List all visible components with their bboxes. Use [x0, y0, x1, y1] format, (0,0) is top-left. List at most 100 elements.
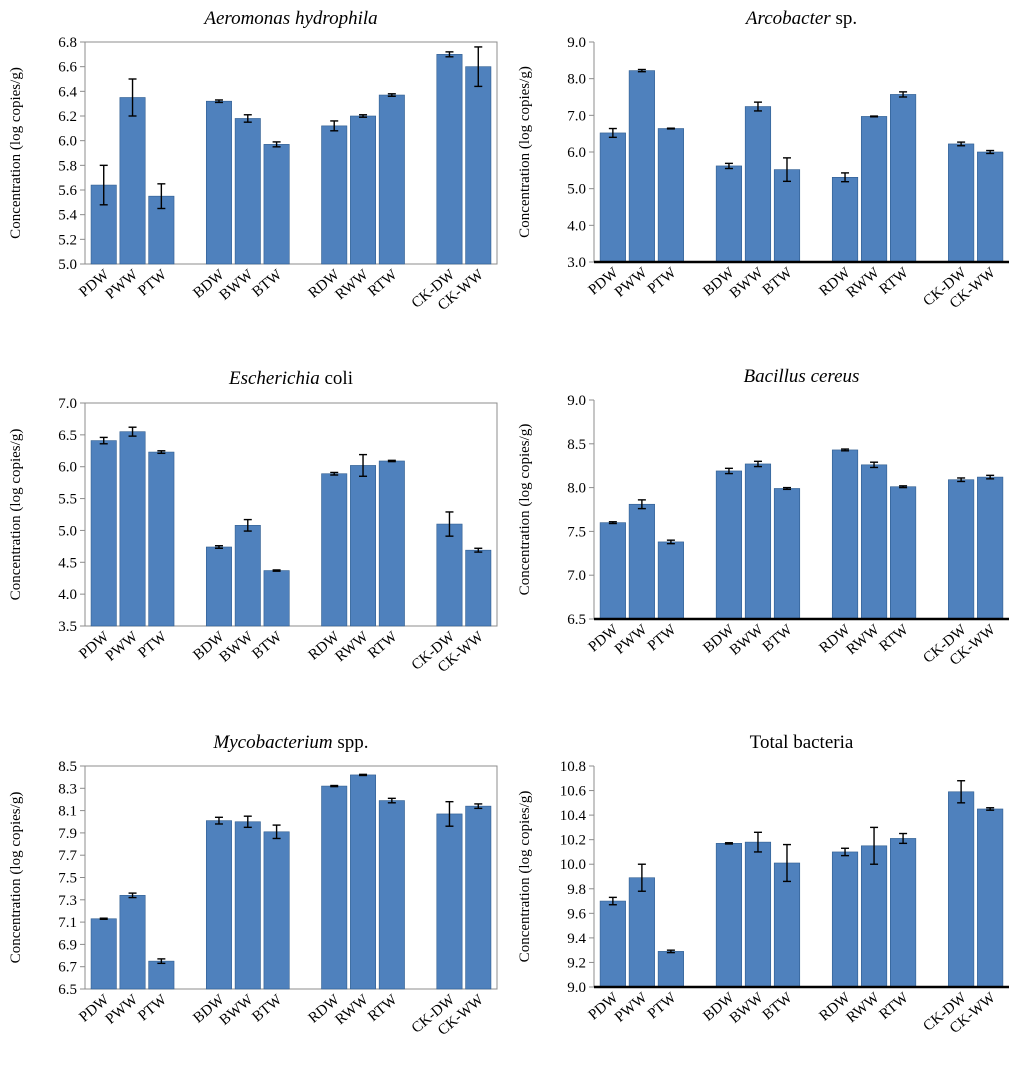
- error-bar-bdw: [214, 816, 223, 825]
- bar-rtw: [890, 838, 917, 988]
- chart-panel-2: 3.0 4.0 5.0 6.0 7.0 8.0 9.0 Concentration (log …: [517, 8, 1009, 312]
- x-category-label: BTW: [760, 264, 796, 298]
- chart-title: Arcobacter sp.: [744, 8, 857, 29]
- x-category-label: PTW: [135, 628, 170, 661]
- x-category-label: BWW: [727, 621, 767, 658]
- error-bar-rtw: [899, 485, 908, 489]
- x-category-label: RWW: [333, 628, 373, 665]
- bar-rdw: [831, 449, 859, 620]
- bar-ptw: [657, 951, 684, 988]
- bar-pww: [628, 503, 655, 620]
- y-tick-label: 10.6: [560, 784, 587, 800]
- y-tick-label: 6.4: [58, 84, 77, 100]
- y-axis-title: Concentration (log copies/g): [8, 429, 24, 601]
- bar-bww: [234, 118, 261, 265]
- error-bar-ptw: [666, 949, 675, 954]
- error-bar-bdw: [724, 162, 733, 170]
- chart-title: Aeromonas hydrophila: [202, 8, 377, 29]
- error-bar-bdw: [214, 99, 223, 104]
- x-category-label: PTW: [135, 991, 170, 1024]
- error-bar-rtw: [899, 91, 908, 98]
- bar-bww: [744, 106, 772, 263]
- bar-rww: [860, 464, 888, 620]
- y-tick-label: 6.6: [58, 60, 77, 76]
- y-tick-label: 8.1: [58, 804, 77, 820]
- error-bar-rtw: [387, 797, 396, 804]
- bar-bww: [744, 841, 772, 988]
- x-category-label: RTW: [877, 621, 913, 655]
- bar-bdw: [205, 100, 232, 265]
- x-category-label: PWW: [612, 989, 651, 1025]
- y-tick-label: 4.0: [567, 218, 586, 234]
- chart-panel-3: 3.5 4.0 4.5 5.0 5.5 6.0 6.5 7.0 Concentration (l…: [8, 368, 498, 676]
- error-bar-rdw: [841, 448, 850, 452]
- error-bar-bdw: [214, 545, 223, 549]
- error-bar-pww: [637, 499, 646, 510]
- y-axis-title: Concentration (log copies/g): [517, 791, 533, 963]
- error-bar-pdw: [99, 917, 108, 921]
- x-category-label: PTW: [135, 266, 170, 299]
- error-bar-ptw: [157, 450, 166, 455]
- y-axis-title: Concentration (log copies/g): [8, 67, 24, 239]
- bar-rww: [350, 774, 377, 990]
- bar-btw: [773, 488, 801, 620]
- bar-ck-ww: [977, 808, 1004, 988]
- bar-pww: [628, 877, 655, 988]
- y-axis-title: Concentration (log copies/g): [517, 66, 533, 238]
- error-bar-rww: [870, 115, 879, 118]
- y-tick-label: 7.0: [567, 108, 586, 124]
- error-bar-bww: [243, 518, 252, 532]
- x-category-label: PWW: [612, 264, 651, 300]
- y-tick-label: 8.0: [567, 72, 586, 88]
- error-bar-rww: [359, 773, 368, 777]
- bar-rtw: [378, 800, 405, 990]
- error-bar-ptw: [157, 958, 166, 965]
- y-tick-label: 6.0: [58, 460, 77, 476]
- chart-title: Total bacteria: [750, 732, 854, 753]
- x-category-label: RWW: [844, 621, 884, 658]
- error-bar-ck-ww: [986, 474, 995, 480]
- error-bar-bdw: [724, 842, 733, 845]
- bar-bdw: [715, 165, 743, 263]
- bar-rdw: [831, 177, 859, 263]
- error-bar-ck-ww: [986, 149, 995, 155]
- error-bar-rww: [359, 114, 368, 118]
- x-category-label: RWW: [844, 989, 884, 1026]
- chart-panel-5: 6.5 6.7 6.9 7.1 7.3 7.5 7.7 7.9 8.1 8.3 8.5 Concent…: [8, 732, 498, 1039]
- error-bar-pww: [637, 863, 646, 892]
- error-bar-pww: [128, 426, 137, 437]
- y-tick-label: 5.2: [58, 232, 77, 248]
- error-bar-rdw: [330, 120, 339, 132]
- bar-ptw: [657, 128, 684, 263]
- bar-rtw: [378, 94, 405, 265]
- bar-rww: [860, 116, 888, 263]
- x-category-label: PWW: [103, 628, 142, 664]
- y-tick-label: 8.5: [58, 759, 77, 775]
- chart-panel-6: 9.0 9.2 9.4 9.6 9.8 10.0 10.2 10.4 10.6 10.8 Conce…: [517, 732, 1009, 1037]
- y-tick-label: 5.4: [58, 208, 77, 224]
- error-bar-rdw: [330, 784, 339, 788]
- error-bar-bww: [753, 831, 762, 853]
- y-tick-label: 7.1: [58, 915, 77, 931]
- x-category-label: PWW: [103, 991, 142, 1027]
- bar-ck-ww: [977, 476, 1004, 620]
- bar-rww: [350, 465, 377, 627]
- x-category-label: RTW: [877, 989, 913, 1023]
- y-axis-title: Concentration (log copies/g): [8, 792, 24, 964]
- y-tick-label: 6.8: [58, 35, 77, 51]
- y-tick-label: 7.7: [58, 848, 77, 864]
- bar-btw: [773, 169, 801, 263]
- y-tick-label: 9.4: [567, 931, 586, 947]
- error-bar-pww: [637, 68, 646, 73]
- x-category-label: PTW: [645, 989, 680, 1022]
- bar-ck-dw: [948, 143, 975, 263]
- x-category-label: RTW: [365, 628, 401, 662]
- y-tick-label: 7.9: [58, 826, 77, 842]
- error-bar-ck-dw: [957, 141, 966, 147]
- x-category-label: BWW: [727, 989, 767, 1026]
- error-bar-rdw: [330, 471, 339, 476]
- y-tick-label: 9.0: [567, 393, 586, 409]
- bar-ck-dw: [436, 523, 463, 627]
- error-bar-btw: [782, 486, 791, 491]
